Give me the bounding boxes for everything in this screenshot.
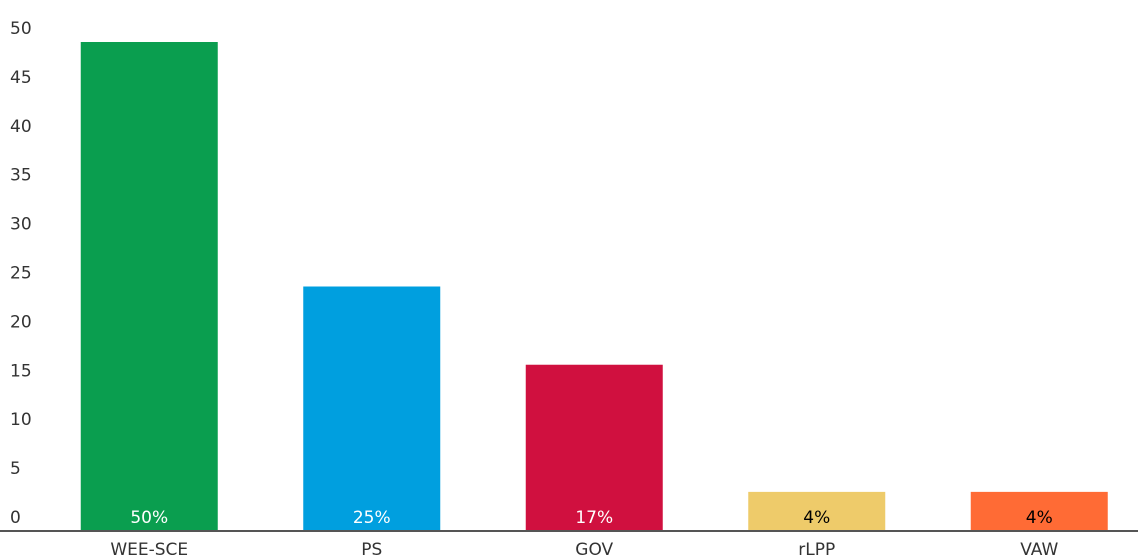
y-tick-label: 5 <box>10 459 21 479</box>
value-label: 25% <box>353 508 391 528</box>
y-tick-label: 30 <box>10 215 32 235</box>
bar <box>80 42 218 531</box>
value-label: 50% <box>130 508 168 528</box>
y-tick-label: 25 <box>10 264 32 284</box>
bar <box>525 364 663 531</box>
y-tick-label: 0 <box>10 508 21 528</box>
y-tick-label: 10 <box>10 410 32 430</box>
x-tick-label: WEE-SCE <box>110 540 188 560</box>
y-tick-label: 20 <box>10 312 32 332</box>
value-label: 4% <box>1026 508 1053 528</box>
bar <box>303 286 441 531</box>
x-tick-label: GOV <box>575 540 613 560</box>
value-label: 17% <box>575 508 613 528</box>
x-tick-label: VAW <box>1020 540 1058 560</box>
y-tick-label: 45 <box>10 68 32 88</box>
y-tick-label: 50 <box>10 19 32 39</box>
value-label: 4% <box>803 508 830 528</box>
x-tick-label: PS <box>361 540 382 560</box>
y-tick-label: 15 <box>10 361 32 381</box>
x-tick-label: rLPP <box>798 540 835 560</box>
bar <box>970 491 1108 531</box>
bar <box>748 491 886 531</box>
y-tick-label: 40 <box>10 117 32 137</box>
y-tick-label: 35 <box>10 166 32 186</box>
